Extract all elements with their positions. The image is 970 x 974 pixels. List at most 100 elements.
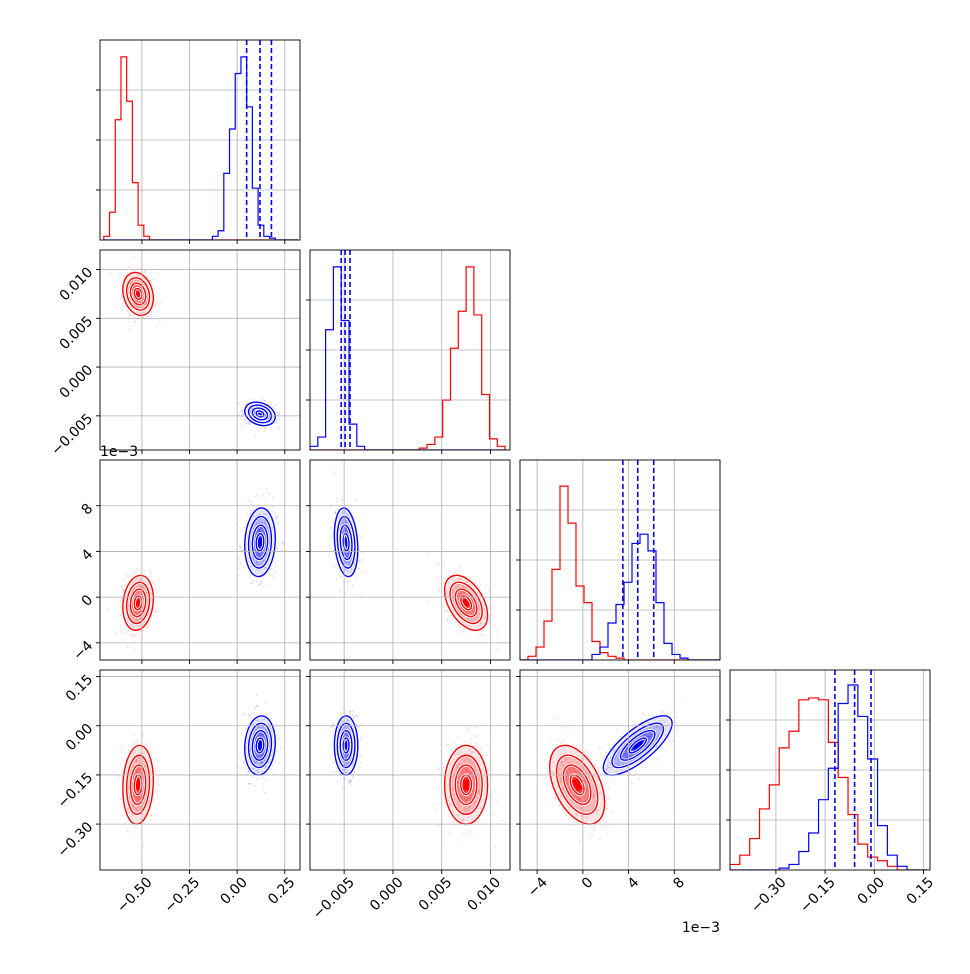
sample-point (464, 756, 467, 759)
sample-point (616, 762, 619, 765)
sample-point (239, 547, 242, 549)
x-tick-label: −0.15 (797, 874, 839, 916)
sample-point (584, 781, 587, 784)
sample-point (592, 793, 595, 796)
sample-point (265, 713, 268, 716)
sample-point (136, 618, 139, 621)
sample-point (655, 758, 658, 761)
sample-point (478, 791, 480, 794)
sample-point (258, 734, 261, 737)
sample-point (156, 782, 159, 785)
sample-point (250, 503, 253, 505)
sample-point (244, 763, 246, 766)
sample-point (277, 737, 280, 740)
sample-point (480, 583, 482, 586)
x-offset-text: 1e−3 (682, 920, 720, 936)
sample-point (643, 766, 646, 769)
sample-point (458, 632, 461, 635)
sample-point (264, 791, 266, 794)
contour-line (602, 715, 673, 776)
sample-point (139, 762, 142, 764)
sample-point (259, 584, 261, 586)
sample-point (621, 769, 624, 772)
sample-point (121, 759, 124, 762)
sample-point (599, 752, 602, 755)
sample-point (346, 569, 348, 572)
density-2-1 (328, 471, 499, 650)
sample-point (473, 606, 476, 609)
sample-point (478, 790, 481, 793)
sample-point (359, 766, 362, 769)
sample-point (470, 610, 473, 613)
sample-point (579, 839, 581, 842)
sample-point (345, 561, 347, 564)
sample-point (347, 562, 350, 564)
sample-point (143, 752, 145, 755)
sample-point (113, 602, 116, 605)
sample-point (341, 501, 343, 504)
sample-point (133, 647, 136, 650)
sample-point (594, 826, 597, 828)
sample-point (131, 805, 134, 807)
sample-point (558, 804, 561, 807)
sample-point (352, 775, 354, 778)
sample-point (353, 771, 356, 774)
x-tick-label: 4 (625, 874, 643, 892)
sample-point (478, 759, 481, 762)
sample-point (577, 770, 579, 773)
sample-point (262, 522, 265, 524)
sample-point (333, 471, 335, 474)
sample-point (137, 795, 139, 798)
sample-point (445, 610, 448, 613)
sample-point (255, 562, 258, 564)
sample-point (332, 563, 335, 565)
sample-point (586, 795, 589, 798)
sample-point (596, 811, 598, 814)
sample-point (575, 812, 578, 815)
histogram-blue-step (310, 266, 506, 450)
sample-point (133, 286, 136, 289)
sample-point (129, 634, 132, 636)
sample-point (254, 436, 257, 438)
sample-point (345, 528, 347, 531)
contour-line (122, 574, 155, 631)
sample-point (262, 752, 265, 755)
sample-point (259, 530, 262, 533)
sample-point (585, 790, 588, 793)
sample-point (142, 813, 145, 816)
sample-point (565, 770, 568, 772)
sample-point (474, 618, 477, 621)
sample-point (586, 750, 589, 753)
sample-point (472, 761, 475, 764)
sample-point (674, 710, 677, 713)
sample-point (576, 760, 579, 763)
histogram-0 (103, 40, 299, 240)
sample-point (676, 729, 678, 732)
sample-point (476, 735, 479, 737)
contour-line (628, 737, 647, 754)
sample-point (358, 568, 360, 570)
sample-point (333, 566, 336, 568)
sample-point (560, 753, 563, 756)
sample-point (455, 766, 458, 769)
sample-point (629, 754, 632, 757)
sample-point (253, 760, 256, 763)
density-3-1 (329, 706, 503, 849)
contour-line (562, 764, 592, 806)
sample-point (464, 799, 466, 801)
sample-point (606, 764, 608, 767)
sample-point (575, 796, 578, 799)
sample-point (674, 721, 677, 724)
sample-point (121, 749, 124, 752)
sample-point (240, 424, 243, 427)
sample-point (479, 749, 482, 751)
sample-point (477, 791, 480, 794)
contour-line (129, 764, 147, 806)
panel-frame (519, 669, 721, 871)
sample-point (446, 743, 449, 746)
sample-point (137, 810, 140, 813)
sample-point (458, 790, 461, 792)
sample-point (661, 747, 664, 749)
sample-point (479, 746, 482, 749)
sample-point (608, 797, 610, 800)
